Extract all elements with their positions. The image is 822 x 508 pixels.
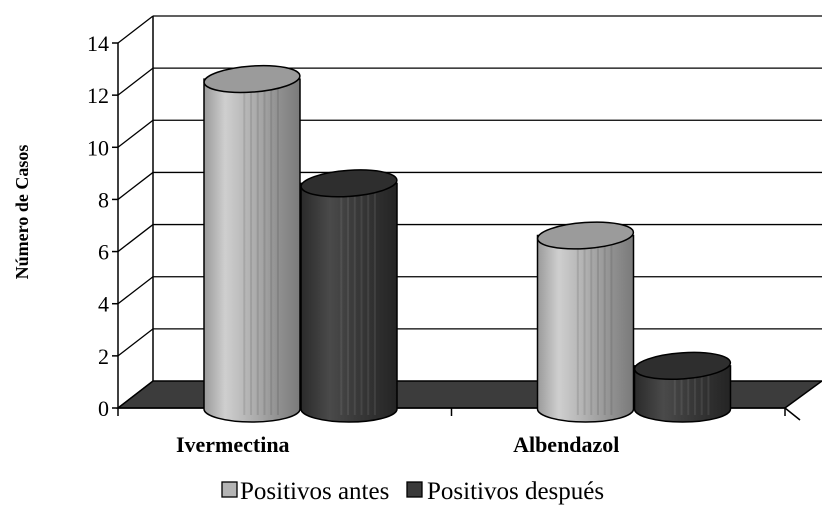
y-tick-label: 8	[98, 187, 109, 212]
y-axis-label: Número de Casos	[12, 145, 32, 280]
cylinder-top	[536, 221, 635, 250]
cylinder-body	[203, 78, 301, 423]
cylinder-top	[633, 351, 732, 381]
y-tick-label: 10	[87, 135, 109, 160]
y-tick-label: 6	[98, 240, 109, 265]
x-axis-end-tick	[784, 407, 801, 421]
x-category-label: Ivermectina	[176, 432, 290, 457]
legend-label: Positivos después	[427, 478, 604, 505]
side-gridline	[117, 328, 154, 357]
y-axis-ticks: 0 2 4 6 8 10 12 14	[87, 31, 118, 421]
chart-walls	[117, 16, 154, 408]
side-gridline	[117, 15, 154, 44]
side-gridline	[117, 224, 154, 253]
cylinder-body	[536, 234, 635, 423]
legend-swatch	[221, 481, 238, 498]
side-gridline	[117, 276, 154, 305]
bar-ivermectina-despues	[300, 169, 398, 423]
legend-swatch	[406, 481, 423, 498]
bars	[203, 64, 732, 423]
side-gridline	[117, 119, 154, 148]
bar-albendazol-despues	[633, 351, 732, 423]
x-axis-categories: Ivermectina Albendazol	[176, 432, 619, 457]
x-category-label: Albendazol	[513, 432, 619, 457]
cylinder-top	[203, 64, 301, 94]
y-tick-label: 12	[87, 83, 109, 108]
y-tick-label: 14	[87, 31, 109, 56]
y-tick-label: 2	[98, 344, 109, 369]
y-tick-label: 4	[98, 292, 109, 317]
bar-ivermectina-antes	[203, 64, 301, 423]
cylinder-body	[633, 365, 732, 423]
side-gridline	[117, 171, 154, 200]
legend: Positivos antes Positivos después	[221, 478, 604, 505]
y-tick-label: 0	[98, 396, 109, 421]
side-gridline	[117, 67, 154, 96]
cylinder-body	[300, 182, 398, 423]
bar-albendazol-antes	[536, 221, 635, 423]
cylinder-top	[300, 169, 398, 198]
legend-label: Positivos antes	[240, 478, 389, 505]
